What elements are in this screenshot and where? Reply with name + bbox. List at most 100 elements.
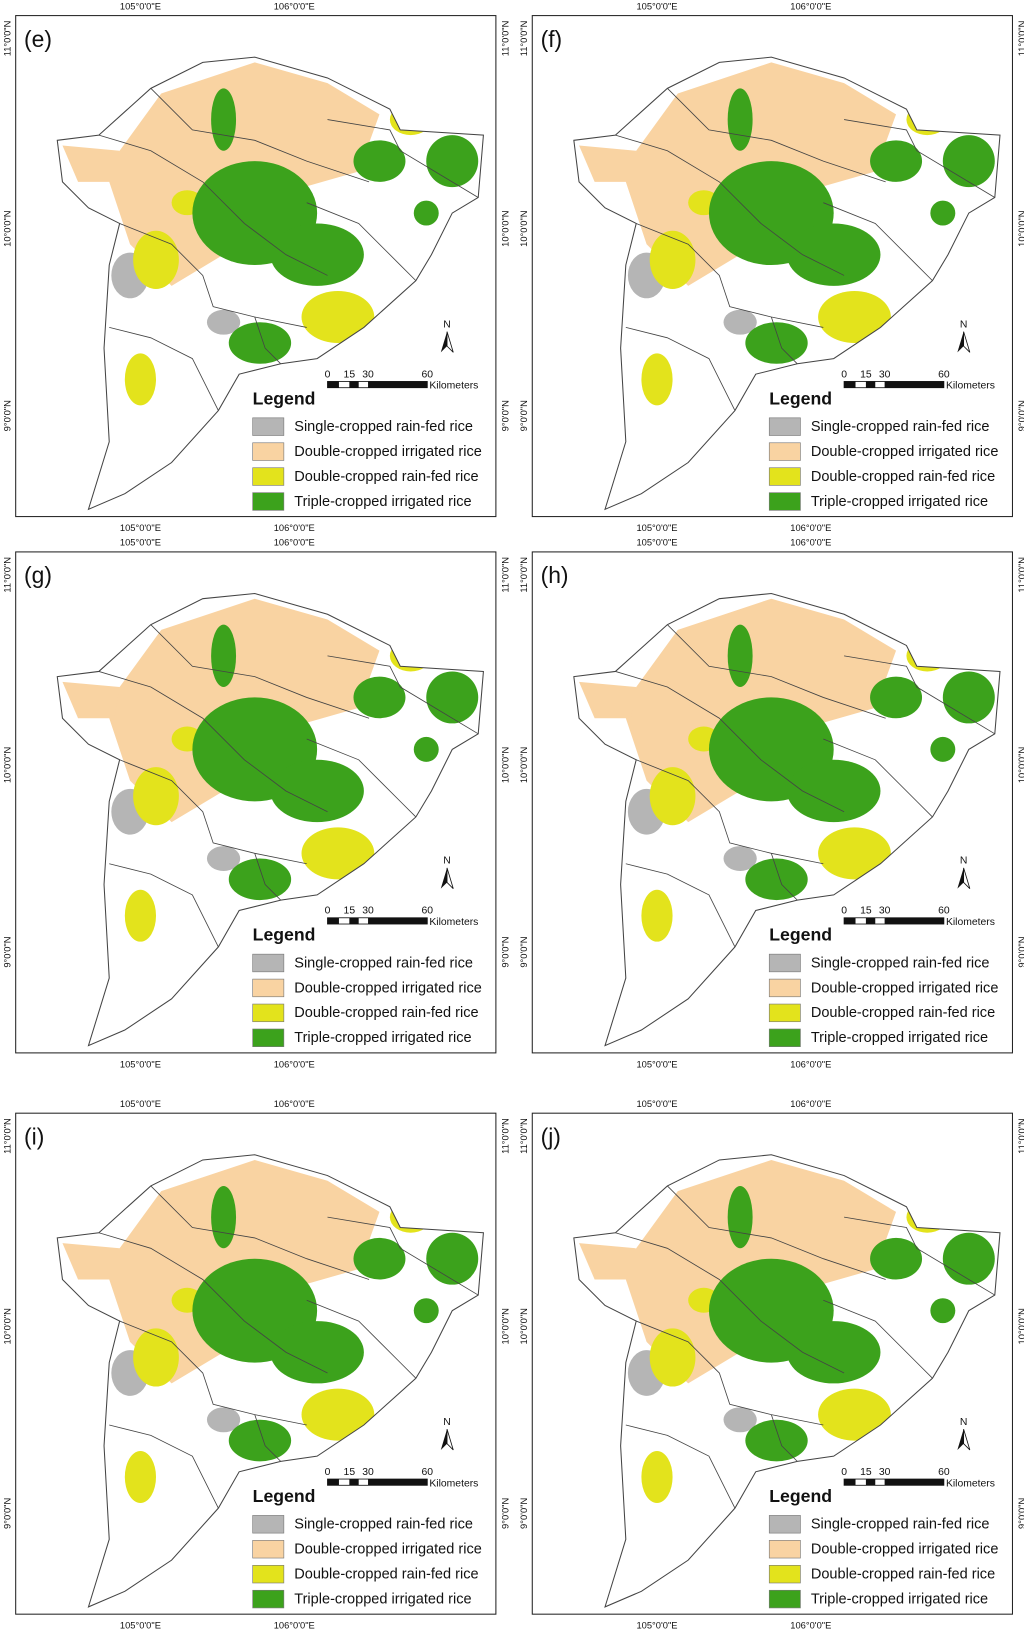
longitude-label: 105°0'0"E bbox=[120, 523, 161, 533]
legend-swatch bbox=[252, 1589, 285, 1609]
legend-swatch bbox=[252, 467, 285, 486]
legend-label: Single-cropped rain-fed rice bbox=[294, 419, 473, 435]
north-label: N bbox=[443, 1417, 451, 1428]
scale-tick-label: 30 bbox=[879, 369, 891, 380]
legend-title: Legend bbox=[769, 1486, 832, 1506]
scale-tick-label: 15 bbox=[344, 1467, 356, 1478]
legend-label: Single-cropped rain-fed rice bbox=[811, 955, 990, 971]
legend-label: Double-cropped irrigated rice bbox=[294, 1542, 482, 1558]
scale-bar-segment bbox=[844, 917, 856, 925]
north-arrow bbox=[446, 867, 454, 889]
legend-swatch bbox=[252, 953, 285, 973]
legend-swatch bbox=[252, 1003, 285, 1023]
longitude-label: 105°0'0"E bbox=[636, 1, 677, 11]
scale-tick-label: 60 bbox=[422, 906, 434, 917]
latitude-label: 9°0'0"N bbox=[500, 1498, 510, 1529]
latitude-label: 9°0'0"N bbox=[519, 936, 529, 967]
legend-label: Double-cropped rain-fed rice bbox=[294, 1005, 478, 1021]
longitude-label: 106°0'0"E bbox=[790, 523, 831, 533]
longitude-label: 106°0'0"E bbox=[790, 1099, 831, 1109]
scale-unit: Kilometers bbox=[429, 381, 478, 392]
north-arrow bbox=[440, 867, 448, 889]
scale-bar-segment bbox=[865, 917, 876, 925]
legend-label: Double-cropped rain-fed rice bbox=[294, 469, 478, 485]
scale-tick-label: 15 bbox=[860, 1467, 872, 1478]
scale-tick-label: 0 bbox=[841, 906, 847, 917]
longitude-label: 105°0'0"E bbox=[636, 1059, 677, 1069]
legend-label: Single-cropped rain-fed rice bbox=[294, 1517, 473, 1533]
scale-bar-segment bbox=[844, 381, 856, 388]
scale-unit: Kilometers bbox=[946, 381, 995, 392]
latitude-label: 10°0'0"N bbox=[2, 1308, 12, 1344]
north-arrow bbox=[440, 331, 448, 353]
legend-swatch bbox=[252, 442, 285, 461]
latitude-label: 10°0'0"N bbox=[500, 1308, 510, 1344]
north-arrow bbox=[440, 1429, 448, 1450]
longitude-label: 105°0'0"E bbox=[120, 1, 161, 11]
legend-swatch bbox=[768, 442, 801, 461]
north-label: N bbox=[960, 856, 968, 867]
latitude-label: 11°0'0"N bbox=[1017, 557, 1024, 593]
scale-tick-label: 60 bbox=[422, 369, 434, 380]
north-arrow bbox=[446, 331, 454, 353]
latitude-label: 9°0'0"N bbox=[2, 1498, 12, 1529]
legend-label: Double-cropped rain-fed rice bbox=[811, 1005, 995, 1021]
legend-label: Double-cropped irrigated rice bbox=[811, 1542, 999, 1558]
north-arrow bbox=[957, 867, 964, 889]
legend-swatch bbox=[252, 1515, 285, 1534]
latitude-label: 11°0'0"N bbox=[500, 557, 510, 593]
latitude-label: 9°0'0"N bbox=[2, 936, 12, 967]
panel-label: (f) bbox=[541, 26, 563, 52]
legend-label: Triple-cropped irrigated rice bbox=[294, 494, 471, 510]
latitude-label: 9°0'0"N bbox=[1017, 936, 1024, 967]
scale-unit: Kilometers bbox=[429, 1478, 478, 1489]
latitude-label: 9°0'0"N bbox=[1017, 1498, 1024, 1529]
longitude-label: 106°0'0"E bbox=[790, 538, 831, 548]
legend-swatch bbox=[768, 1028, 801, 1047]
scale-bar-segment bbox=[865, 1479, 876, 1486]
longitude-label: 105°0'0"E bbox=[120, 538, 161, 548]
longitude-label: 106°0'0"E bbox=[274, 1621, 315, 1631]
map-panel: (e) 105°0'0"E 105°0'0"E 106°0'0"E 106°0'0"E 1… bbox=[2, 1, 510, 533]
longitude-label: 106°0'0"E bbox=[274, 1, 315, 11]
legend-swatch bbox=[768, 1515, 801, 1534]
panel-label: (g) bbox=[24, 562, 52, 588]
map-panel: (g) 105°0'0"E 105°0'0"E 106°0'0"E 106°0'0"E 1… bbox=[2, 538, 510, 1070]
legend-swatch bbox=[768, 492, 801, 511]
legend-label: Triple-cropped irrigated rice bbox=[811, 1591, 988, 1607]
scale-unit: Kilometers bbox=[946, 1478, 995, 1489]
latitude-label: 10°0'0"N bbox=[2, 210, 12, 246]
latitude-label: 11°0'0"N bbox=[519, 1118, 529, 1154]
legend-swatch bbox=[768, 953, 801, 973]
latitude-label: 11°0'0"N bbox=[519, 557, 529, 593]
legend-swatch bbox=[252, 417, 285, 436]
longitude-label: 105°0'0"E bbox=[636, 1099, 677, 1109]
scale-tick-label: 30 bbox=[879, 906, 891, 917]
legend-swatch bbox=[768, 978, 801, 998]
legend-label: Triple-cropped irrigated rice bbox=[811, 1030, 988, 1046]
scale-bar-segment bbox=[865, 381, 876, 388]
legend-label: Double-cropped irrigated rice bbox=[811, 444, 999, 460]
longitude-label: 105°0'0"E bbox=[636, 538, 677, 548]
legend-label: Double-cropped irrigated rice bbox=[294, 444, 482, 460]
latitude-label: 10°0'0"N bbox=[519, 747, 529, 783]
latitude-label: 10°0'0"N bbox=[519, 210, 529, 246]
legend-swatch bbox=[252, 1540, 285, 1559]
scale-bar-segment bbox=[327, 917, 339, 925]
north-arrow bbox=[957, 331, 964, 353]
scale-bar-segment bbox=[327, 1479, 339, 1486]
latitude-label: 11°0'0"N bbox=[519, 21, 529, 57]
north-label: N bbox=[443, 319, 451, 330]
map-panel: (i) 105°0'0"E 105°0'0"E 106°0'0"E 106°0'0"E 1… bbox=[2, 1099, 510, 1631]
north-label: N bbox=[960, 1417, 968, 1428]
scale-bar-segment bbox=[368, 917, 428, 925]
latitude-label: 10°0'0"N bbox=[519, 1308, 529, 1344]
latitude-label: 9°0'0"N bbox=[2, 400, 12, 431]
north-label: N bbox=[960, 319, 968, 330]
longitude-label: 106°0'0"E bbox=[790, 1, 831, 11]
latitude-label: 10°0'0"N bbox=[1017, 747, 1024, 783]
latitude-label: 10°0'0"N bbox=[1017, 1308, 1024, 1344]
scale-tick-label: 0 bbox=[841, 369, 847, 380]
scale-tick-label: 0 bbox=[325, 906, 331, 917]
longitude-label: 105°0'0"E bbox=[636, 1621, 677, 1631]
